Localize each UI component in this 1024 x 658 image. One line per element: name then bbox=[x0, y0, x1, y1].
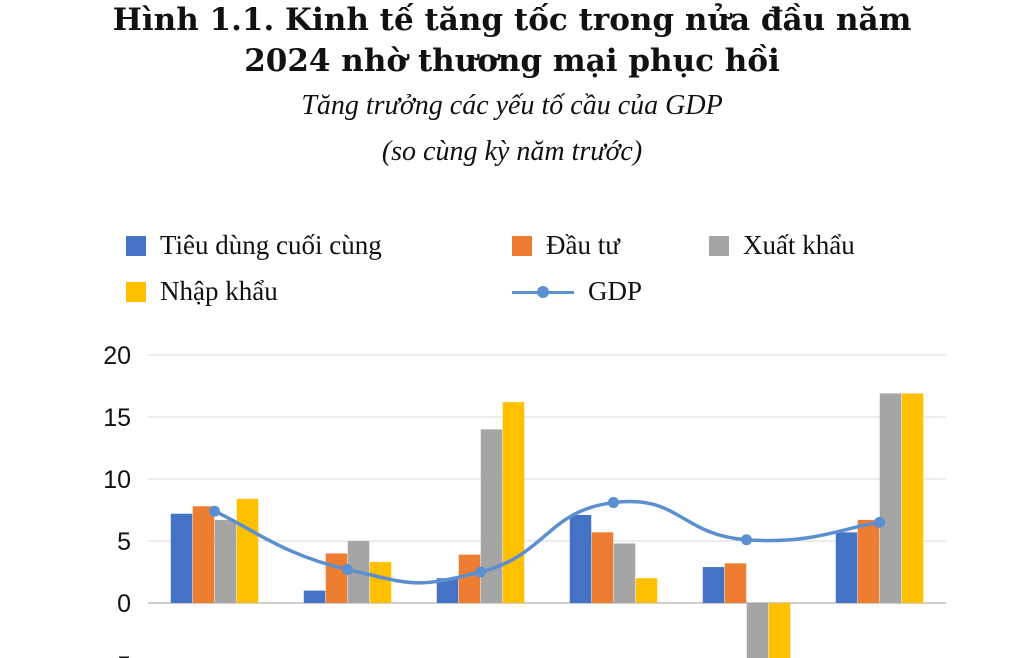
bar-s1-c5 bbox=[857, 519, 880, 603]
gdp-point-2 bbox=[475, 566, 486, 578]
bar-s0-c4 bbox=[702, 567, 725, 603]
bar-s2-c4 bbox=[746, 603, 769, 658]
bar-s3-c4 bbox=[768, 603, 791, 658]
gdp-line bbox=[213, 499, 880, 585]
bar-s2-c3 bbox=[613, 543, 636, 603]
bar-s3-c0 bbox=[236, 498, 259, 603]
y-tick-label-5: -5 bbox=[109, 652, 131, 658]
bar-s0-c0 bbox=[170, 513, 193, 603]
bar-s1-c0 bbox=[192, 506, 215, 603]
gdp-series bbox=[209, 497, 885, 585]
chart-subtitle-line1: Tăng trưởng các yếu tố cầu của GDP bbox=[301, 90, 723, 121]
bar-s3-c2 bbox=[502, 402, 525, 603]
bar-s2-c5 bbox=[879, 393, 902, 603]
bar-s2-c0 bbox=[214, 519, 237, 603]
y-tick-label-4: 0 bbox=[117, 590, 131, 618]
chart-title-line1: Hình 1.1. Kinh tế tăng tốc trong nửa đầu… bbox=[112, 2, 912, 38]
bar-s3-c1 bbox=[369, 562, 392, 603]
gdp-point-4 bbox=[741, 534, 752, 546]
bar-s3-c3 bbox=[635, 578, 658, 603]
grid-lines bbox=[148, 354, 946, 604]
bar-s1-c2 bbox=[458, 554, 481, 603]
chart-subtitle-line2: (so cùng kỳ năm trước) bbox=[381, 136, 643, 167]
bar-s1-c3 bbox=[591, 532, 614, 603]
bar-s1-c1 bbox=[325, 553, 348, 603]
bar-s1-c4 bbox=[724, 563, 747, 603]
bar-s0-c3 bbox=[569, 514, 592, 603]
y-tick-labels: 20 15 10 5 0 -5 bbox=[103, 342, 131, 658]
gdp-point-3 bbox=[608, 497, 619, 509]
y-tick-label-3: 5 bbox=[117, 528, 131, 556]
y-tick-label-2: 10 bbox=[103, 466, 131, 494]
y-tick-label-0: 20 bbox=[103, 342, 131, 370]
y-tick-label-1: 15 bbox=[103, 404, 131, 432]
chart-title-line2: 2024 nhờ thương mại phục hồi bbox=[244, 43, 780, 79]
bars bbox=[170, 393, 924, 658]
gdp-point-1 bbox=[342, 564, 353, 576]
gdp-point-5 bbox=[874, 516, 885, 528]
bar-s0-c5 bbox=[835, 532, 858, 603]
bar-s3-c5 bbox=[901, 393, 924, 603]
gdp-point-0 bbox=[209, 505, 220, 517]
bar-s0-c1 bbox=[303, 590, 326, 603]
bar-s0-c2 bbox=[436, 578, 459, 603]
bar-s2-c2 bbox=[480, 429, 503, 603]
